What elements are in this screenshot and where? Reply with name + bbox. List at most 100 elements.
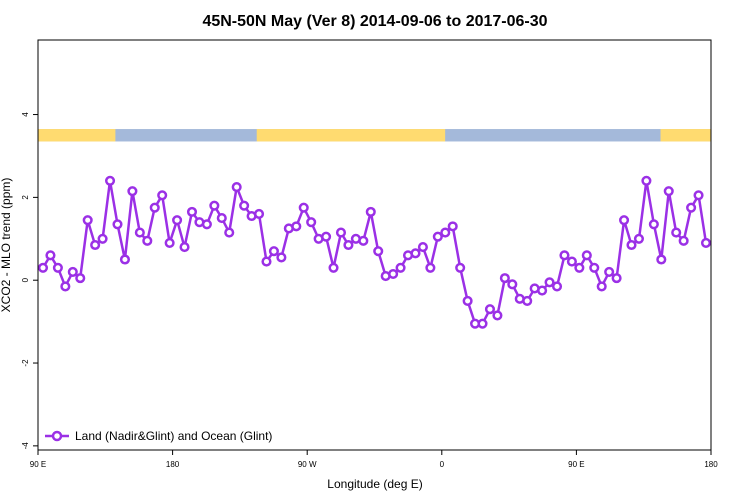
data-point bbox=[261, 256, 272, 267]
data-point bbox=[52, 262, 63, 273]
x-tick-label: 90 E bbox=[568, 460, 584, 469]
data-point bbox=[75, 273, 86, 284]
data-point bbox=[388, 268, 399, 280]
y-tick-label: 0 bbox=[21, 277, 30, 282]
data-point bbox=[671, 227, 682, 238]
data-point bbox=[253, 208, 265, 219]
data-point bbox=[604, 266, 615, 277]
data-point bbox=[142, 235, 153, 246]
land-strip-segment-2 bbox=[660, 129, 711, 142]
data-point bbox=[551, 281, 563, 292]
data-point bbox=[60, 281, 71, 292]
data-point bbox=[365, 206, 376, 217]
data-point bbox=[641, 175, 652, 186]
data-point bbox=[499, 273, 510, 284]
data-point bbox=[633, 233, 645, 244]
data-point bbox=[216, 213, 227, 224]
chart-title: 45N-50N May (Ver 8) 2014-09-06 to 2017-0… bbox=[202, 13, 547, 30]
series-points-group bbox=[37, 175, 712, 329]
data-point bbox=[45, 250, 56, 261]
data-point bbox=[507, 279, 518, 290]
data-point bbox=[700, 237, 712, 248]
data-point bbox=[656, 254, 667, 265]
data-point bbox=[477, 318, 488, 329]
data-point bbox=[559, 250, 570, 261]
data-point bbox=[432, 231, 443, 242]
data-point bbox=[149, 202, 160, 213]
land-ocean-strip bbox=[38, 129, 711, 142]
data-point bbox=[455, 262, 466, 273]
data-point bbox=[686, 202, 697, 213]
y-tick-label: -2 bbox=[21, 359, 30, 367]
data-point bbox=[37, 262, 49, 273]
data-point bbox=[410, 248, 421, 259]
x-tick-label: 180 bbox=[166, 460, 180, 469]
data-point bbox=[611, 273, 622, 284]
data-point bbox=[134, 227, 145, 238]
land-strip-segment-0 bbox=[38, 129, 116, 142]
data-point bbox=[537, 285, 548, 296]
data-point bbox=[678, 235, 689, 246]
data-point bbox=[179, 242, 190, 253]
data-point bbox=[589, 262, 600, 273]
data-point bbox=[663, 186, 674, 197]
y-tick-label: 2 bbox=[21, 195, 30, 200]
data-point bbox=[395, 262, 406, 273]
data-point bbox=[298, 202, 309, 213]
data-point bbox=[90, 239, 101, 251]
data-point bbox=[626, 239, 637, 251]
x-axis-ticks: 90 E 180 90 W 0 90 E 180 bbox=[30, 450, 718, 469]
data-point bbox=[231, 181, 242, 193]
data-point bbox=[544, 277, 555, 288]
data-point bbox=[373, 246, 384, 257]
data-point bbox=[172, 215, 183, 226]
x-axis-label: Longitude (deg E) bbox=[327, 477, 422, 491]
data-point bbox=[343, 239, 354, 251]
x-tick-label: 90 E bbox=[30, 460, 46, 469]
data-point bbox=[522, 295, 533, 306]
data-point bbox=[328, 262, 339, 273]
data-point bbox=[358, 235, 369, 246]
y-axis-ticks: -4 -2 0 2 4 bbox=[21, 112, 38, 449]
data-point bbox=[574, 262, 585, 273]
legend: Land (Nadir&Glint) and Ocean (Glint) bbox=[45, 429, 272, 443]
data-point bbox=[104, 175, 116, 186]
y-axis-label: XCO2 - MLO trend (ppm) bbox=[0, 178, 13, 313]
data-point bbox=[157, 190, 168, 201]
data-point bbox=[127, 186, 138, 197]
data-point bbox=[306, 217, 317, 228]
data-point bbox=[566, 256, 577, 267]
data-point bbox=[447, 221, 458, 232]
data-point bbox=[321, 231, 332, 242]
plot-frame bbox=[37, 39, 712, 451]
data-point bbox=[648, 219, 659, 230]
data-point bbox=[619, 215, 630, 226]
data-point bbox=[596, 281, 607, 292]
data-point bbox=[440, 227, 451, 238]
data-point bbox=[462, 295, 473, 306]
data-point bbox=[112, 219, 123, 230]
data-point bbox=[484, 304, 496, 315]
legend-label: Land (Nadir&Glint) and Ocean (Glint) bbox=[75, 429, 272, 443]
x-tick-label: 0 bbox=[440, 460, 445, 469]
data-point bbox=[67, 266, 78, 277]
x-tick-label: 180 bbox=[704, 460, 718, 469]
data-point bbox=[97, 233, 108, 244]
land-strip-segment-1 bbox=[256, 129, 446, 142]
data-point bbox=[291, 221, 302, 232]
data-point bbox=[201, 219, 212, 230]
data-point bbox=[276, 252, 287, 263]
data-point bbox=[268, 246, 279, 257]
data-point bbox=[492, 310, 503, 321]
x-tick-label: 90 W bbox=[298, 460, 317, 469]
data-point bbox=[425, 262, 436, 273]
data-point bbox=[224, 227, 235, 238]
data-point bbox=[119, 254, 130, 265]
data-point bbox=[581, 250, 592, 261]
data-point bbox=[82, 215, 93, 226]
data-point bbox=[186, 206, 198, 217]
legend-marker bbox=[51, 430, 63, 442]
y-tick-label: 4 bbox=[21, 112, 30, 117]
data-point bbox=[417, 242, 428, 253]
